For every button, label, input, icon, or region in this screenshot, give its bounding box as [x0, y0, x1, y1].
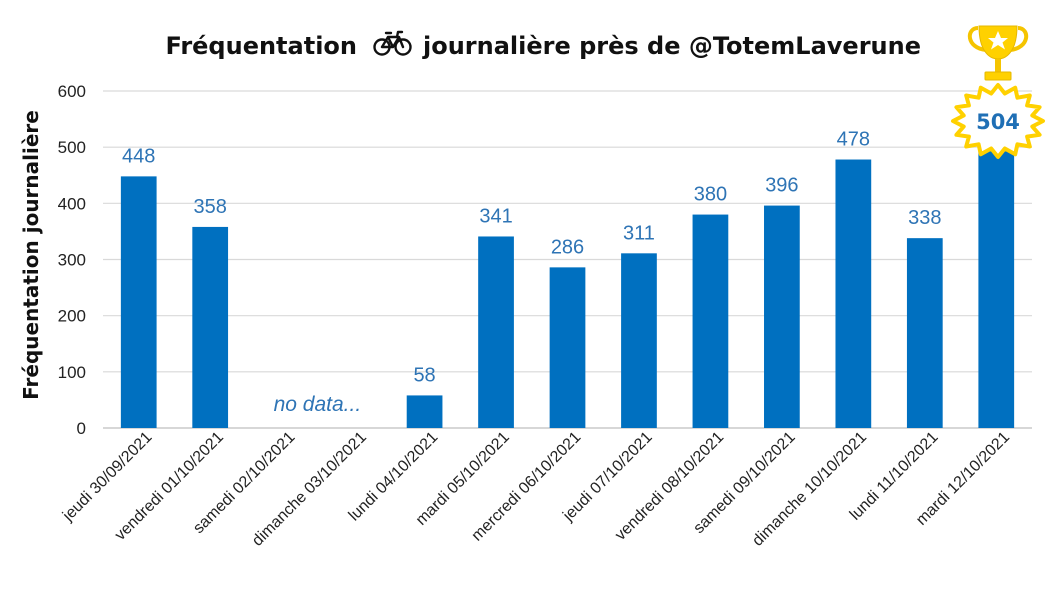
chart-title-suffix: journalière près de @TotemLaverune	[422, 32, 921, 60]
data-label: 380	[694, 184, 727, 206]
bar	[406, 395, 443, 428]
y-tick-label: 600	[58, 82, 86, 101]
data-label: 311	[623, 222, 655, 244]
data-label: 478	[837, 129, 870, 151]
record-badge-value: 504	[976, 110, 1020, 134]
y-tick-label: 100	[58, 363, 86, 382]
no-data-annotation: no data...	[274, 393, 362, 416]
y-tick-label: 300	[58, 251, 86, 270]
data-label: 448	[122, 145, 155, 167]
data-label: 286	[551, 236, 584, 258]
data-label: 341	[479, 205, 512, 227]
bar	[478, 236, 514, 428]
chart-title-prefix: Fréquentation	[165, 32, 357, 60]
trophy-icon	[967, 25, 1029, 81]
bar	[692, 214, 729, 428]
bar	[621, 253, 657, 428]
data-label: 358	[194, 196, 227, 218]
record-badge: 504	[951, 83, 1045, 159]
y-tick-label: 500	[58, 138, 86, 157]
bar	[192, 226, 229, 428]
data-label: 396	[765, 175, 798, 197]
y-tick-label: 0	[77, 419, 86, 438]
bicycle-icon	[373, 30, 412, 56]
data-label: 58	[413, 364, 435, 386]
bar	[835, 159, 872, 429]
y-axis-label: Fréquentation journalière	[19, 110, 43, 400]
data-label: 338	[908, 207, 941, 229]
bar	[549, 267, 586, 428]
bar	[906, 238, 943, 428]
bar	[978, 144, 1015, 429]
y-tick-label: 400	[58, 194, 86, 213]
bar	[764, 205, 800, 428]
y-tick-label: 200	[58, 307, 86, 326]
bar	[120, 176, 157, 428]
